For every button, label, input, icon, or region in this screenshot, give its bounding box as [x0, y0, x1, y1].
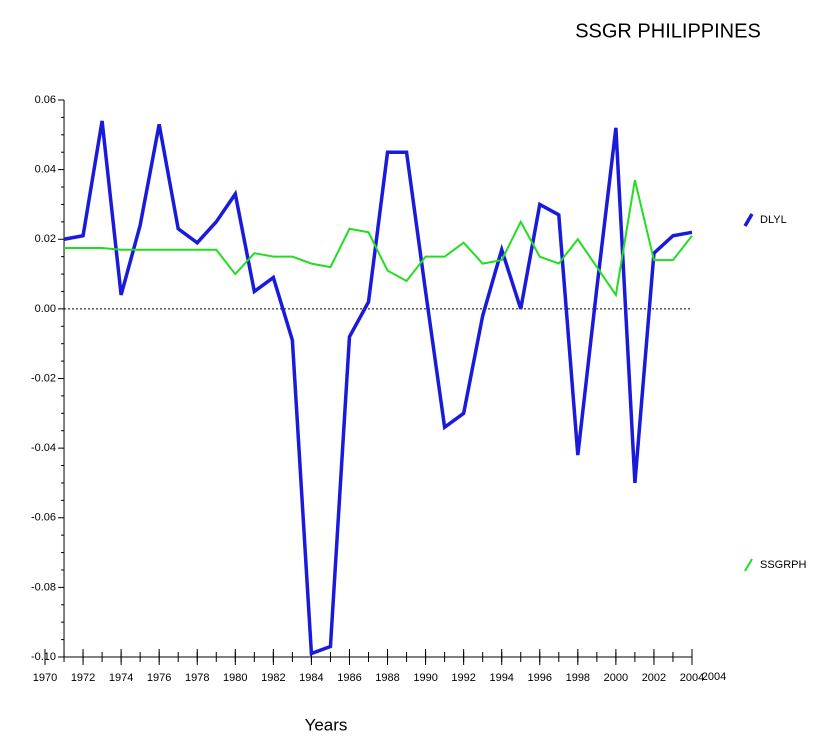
y-tick-label: 0.04: [35, 164, 56, 176]
y-tick-label: -0.10: [31, 651, 56, 663]
x-tick-label: 1978: [185, 672, 209, 684]
legend-label: DLYL: [760, 214, 787, 226]
x-tick-label: 1998: [566, 672, 590, 684]
chart-title: SSGR PHILIPPINES: [575, 20, 761, 42]
line-series: [63, 120, 693, 656]
x-tick-label: 1972: [71, 672, 95, 684]
y-tick-label: 0.02: [35, 233, 56, 245]
x-axis-label: Years: [305, 715, 348, 734]
legend-marker: [743, 213, 754, 227]
x-axis-end-label: 2004: [702, 671, 726, 683]
y-tick-label: -0.04: [31, 442, 56, 454]
x-tick-label: 1992: [451, 672, 475, 684]
x-tick-label: 1976: [147, 672, 171, 684]
x-tick-label: 2002: [642, 672, 666, 684]
x-tick-label: 1980: [223, 672, 247, 684]
x-tick-label: 1988: [375, 672, 399, 684]
x-tick-label: 1986: [337, 672, 361, 684]
y-tick-label: -0.08: [31, 581, 56, 593]
x-tick-label: 1984: [299, 672, 323, 684]
legend-marker: [744, 558, 753, 572]
y-tick-label: 0.00: [35, 303, 56, 315]
x-tick-label: 1982: [261, 672, 285, 684]
x-tick-label: 1990: [413, 672, 437, 684]
line-series: [64, 179, 693, 298]
x-tick-label: 2004: [680, 672, 704, 684]
y-tick-label: 0.06: [35, 94, 56, 106]
x-tick-label: 2000: [604, 672, 628, 684]
legend-label: SSGRPH: [760, 559, 807, 571]
x-tick-label: 1994: [489, 672, 513, 684]
y-tick-label: -0.06: [31, 512, 56, 524]
x-tick-label: 1996: [528, 672, 552, 684]
x-tick-label: 1970: [33, 672, 57, 684]
x-tick-label: 1974: [109, 672, 133, 684]
y-tick-label: -0.02: [31, 372, 56, 384]
